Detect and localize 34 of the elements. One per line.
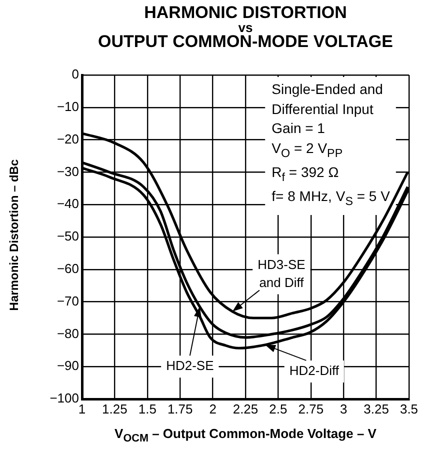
x-tick-label: 2.25 [232, 401, 258, 416]
x-tick-label: 1.75 [167, 401, 193, 416]
y-tick-label: 0 [72, 66, 79, 82]
x-tick-label: 2 [209, 401, 216, 416]
x-tick-label: 1.5 [138, 401, 156, 416]
x-tick-label: 3 [340, 401, 348, 416]
annotation: Single-Ended and [272, 80, 384, 99]
y-tick-label: −20 [56, 131, 79, 146]
y-tick-label: −60 [56, 260, 79, 276]
x-tick-label: 1 [78, 401, 86, 416]
y-tick-label: −50 [56, 228, 79, 244]
x-tick-label: 1.25 [102, 401, 128, 416]
y-tick-label: −70 [56, 293, 79, 308]
x-tick-label: 2.75 [298, 401, 324, 416]
x-tick-label: 3.25 [364, 401, 389, 416]
annotation: R$_{f}$ = 392 Ω [272, 162, 340, 186]
y-tick-label: −30 [56, 164, 79, 179]
x-axis-title: V$_{OCM}$ – Output Common-Mode Voltage – V [114, 426, 378, 445]
annotation: Gain = 1 [272, 119, 326, 138]
series-label: HD3-SE and Diff [258, 256, 306, 290]
annotation: Differential Input [272, 100, 374, 119]
x-tick-label: 2.5 [269, 401, 288, 416]
chart-title: HARMONIC DISTORTION vs OUTPUT COMMON-MODE VOLTAGE [97, 3, 394, 51]
annotation: f= 8 MHz, V$_{S}$ = 5 V [272, 187, 390, 210]
y-tick-label: −100 [50, 390, 79, 406]
text: HD2-SE [166, 358, 214, 374]
annotation: V$_{O}$ = 2 V$_{PP}$ [272, 138, 344, 162]
x-tick-label: 3.5 [400, 401, 418, 416]
y-axis-title: Harmonic Distortion – dBc [7, 158, 21, 313]
y-tick-label: −80 [56, 326, 79, 341]
y-tick-label: −90 [56, 358, 79, 374]
y-tick-label: −40 [56, 196, 79, 212]
y-tick-label: −10 [56, 98, 79, 114]
legend-label: HD2-Diff [289, 363, 340, 378]
